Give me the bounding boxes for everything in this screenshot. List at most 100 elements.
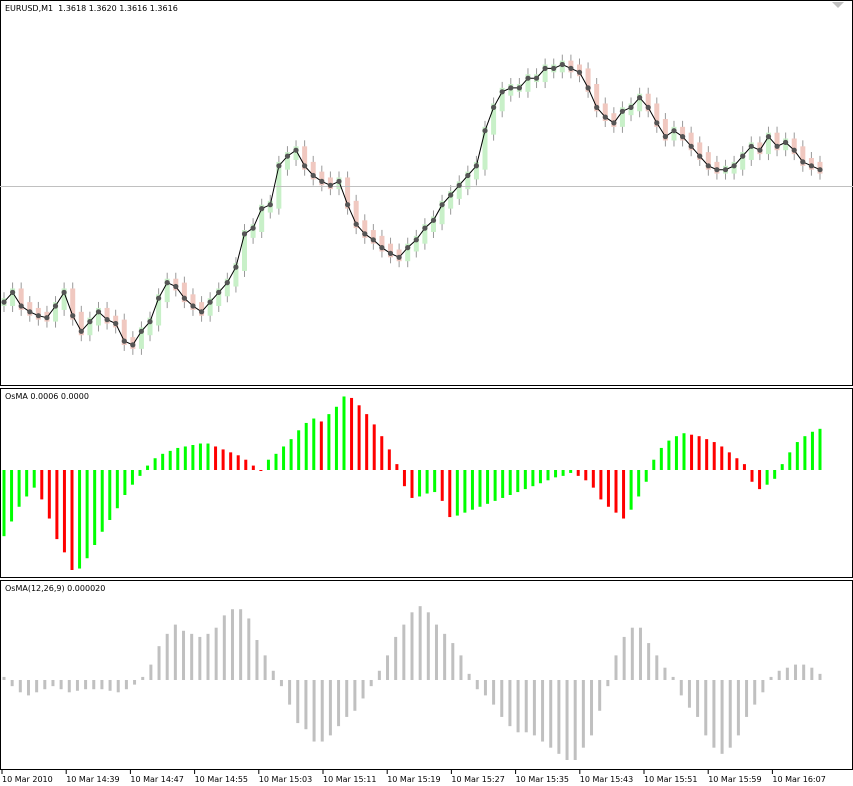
candle-body	[422, 224, 428, 244]
osma-params-bar	[361, 680, 365, 699]
candle-body	[345, 177, 351, 209]
osma-params-bar	[508, 680, 512, 727]
time-label: 10 Mar 14:47	[130, 775, 183, 784]
candle-body	[594, 84, 600, 112]
candle-body	[688, 132, 694, 151]
osma-params-bar	[761, 680, 765, 693]
price-point	[224, 280, 230, 286]
osma-params-bar	[598, 680, 602, 711]
candle-body	[619, 107, 625, 127]
osma-bar	[259, 470, 263, 471]
price-point	[1, 299, 7, 305]
price-point	[336, 178, 342, 184]
time-label: 10 Mar 14:39	[66, 775, 119, 784]
price-point	[585, 85, 591, 91]
osma-bar	[667, 440, 671, 470]
price-point	[628, 104, 634, 110]
price-point	[740, 153, 746, 159]
candle-body	[27, 302, 33, 316]
osma-params-bar	[337, 680, 341, 727]
price-point	[714, 167, 720, 173]
osma-params-bar	[541, 680, 545, 742]
osma-bar	[546, 470, 550, 481]
osma-bar	[810, 431, 814, 470]
osma-bar	[410, 470, 414, 498]
osma-params-bar	[312, 680, 316, 742]
osma-params-bar	[459, 655, 463, 680]
price-point	[542, 65, 548, 71]
osma-params-bar	[43, 680, 47, 690]
price-point	[319, 178, 325, 184]
osma-params-bar	[581, 680, 585, 748]
candle-body	[147, 317, 153, 336]
osma-bar	[289, 439, 293, 470]
osma-params-bar	[75, 680, 79, 691]
osma-params-bar	[794, 664, 798, 680]
osma-params-bar	[173, 624, 177, 680]
candle-body	[70, 288, 76, 320]
osma-params-bar	[116, 680, 120, 693]
osma-bar	[62, 470, 66, 553]
price-point	[267, 202, 273, 208]
osma-bar	[161, 453, 165, 470]
osma-params-bar	[736, 680, 740, 736]
osma-bar	[183, 446, 187, 470]
osma-params-bar	[655, 655, 659, 680]
osma-bar	[591, 470, 595, 488]
price-point	[173, 283, 179, 290]
candle-body	[765, 132, 771, 155]
candle-body	[121, 319, 127, 345]
osma-bar	[478, 470, 482, 507]
osma-bar	[780, 464, 784, 470]
osma-params-bar	[92, 680, 96, 690]
price-point	[147, 319, 153, 325]
candle-body	[95, 307, 101, 326]
price-point	[181, 295, 187, 301]
candle-body	[10, 288, 16, 306]
osma-bar	[773, 470, 777, 479]
price-point	[113, 320, 119, 327]
price-point	[430, 217, 437, 223]
time-label: 10 Mar 15:59	[708, 775, 761, 784]
osma-params-bar	[704, 680, 708, 736]
osma-params-bar	[345, 680, 349, 717]
chart-menu-icon[interactable]	[832, 2, 844, 8]
osma-params-header: OsMA(12,26,9) 0.000020	[5, 584, 106, 593]
osma-bar	[486, 470, 490, 504]
osma-bar	[402, 470, 406, 487]
osma-bar	[123, 470, 127, 495]
price-candles	[1, 54, 823, 355]
price-point	[817, 167, 823, 173]
osma-params-bar	[133, 680, 137, 685]
osma-bar	[153, 458, 157, 470]
osma-params-bar	[84, 680, 88, 690]
osma-params-bar	[492, 680, 496, 705]
osma-params-bar	[818, 673, 822, 680]
osma-bar	[70, 470, 74, 570]
candle-body	[370, 230, 376, 244]
price-point	[757, 147, 763, 153]
price-point	[370, 237, 376, 243]
osma-bar	[606, 470, 610, 507]
osma-bar	[425, 470, 429, 494]
osma-bar	[795, 442, 799, 470]
osma-params-bar	[157, 646, 161, 680]
price-point	[87, 319, 93, 325]
osma-bar	[244, 459, 248, 470]
osma-bar	[614, 470, 618, 513]
osma-params-bar	[532, 680, 536, 736]
time-axis: 10 Mar 2010 10 Mar 14:39 10 Mar 14:47 10 Ma…	[1, 770, 826, 784]
osma-params-bar	[769, 676, 773, 680]
osma-params-bar	[247, 618, 251, 680]
osma-params-bar	[108, 680, 112, 691]
osma-bar	[100, 470, 104, 532]
price-point	[250, 225, 256, 231]
osma-params-bar	[198, 636, 202, 680]
osma-params-bar	[304, 680, 308, 730]
osma-params-bar	[18, 680, 22, 693]
candle-body	[413, 235, 419, 252]
candle-body	[585, 68, 591, 92]
price-point	[611, 120, 617, 126]
osma-bar	[168, 450, 172, 470]
